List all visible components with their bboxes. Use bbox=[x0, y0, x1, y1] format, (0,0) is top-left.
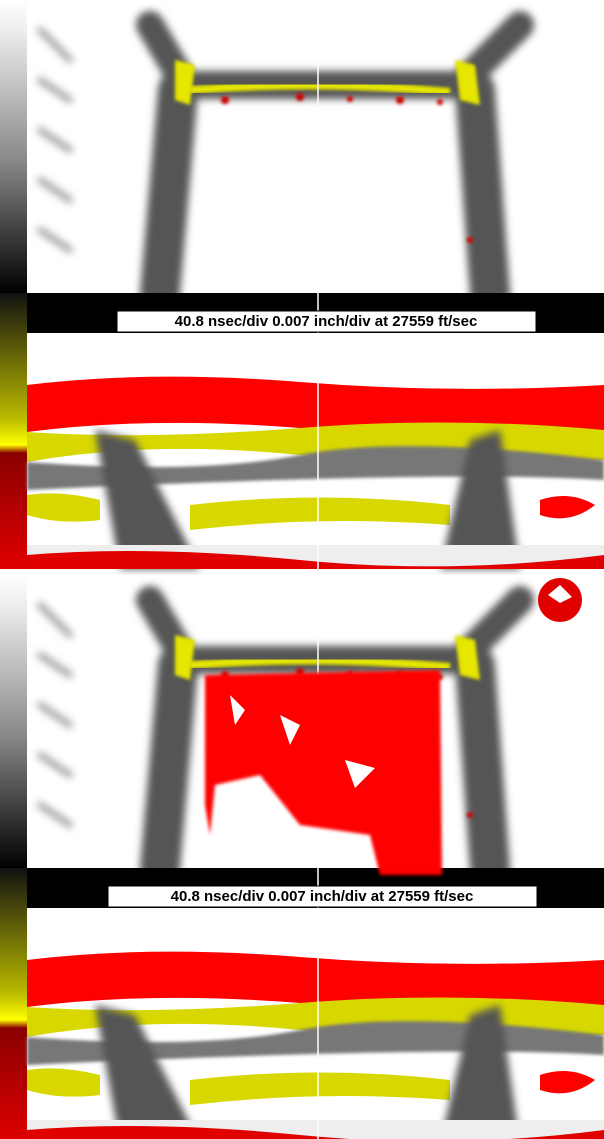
scan-panel bbox=[0, 0, 604, 569]
scan-screenshot: 40.8 nsec/div 0.007 inch/div at 27559 ft… bbox=[0, 0, 604, 1139]
scan-panel bbox=[0, 575, 604, 1139]
caption: 40.8 nsec/div 0.007 inch/div at 27559 ft… bbox=[171, 888, 474, 905]
caption: 40.8 nsec/div 0.007 inch/div at 27559 ft… bbox=[175, 313, 478, 330]
